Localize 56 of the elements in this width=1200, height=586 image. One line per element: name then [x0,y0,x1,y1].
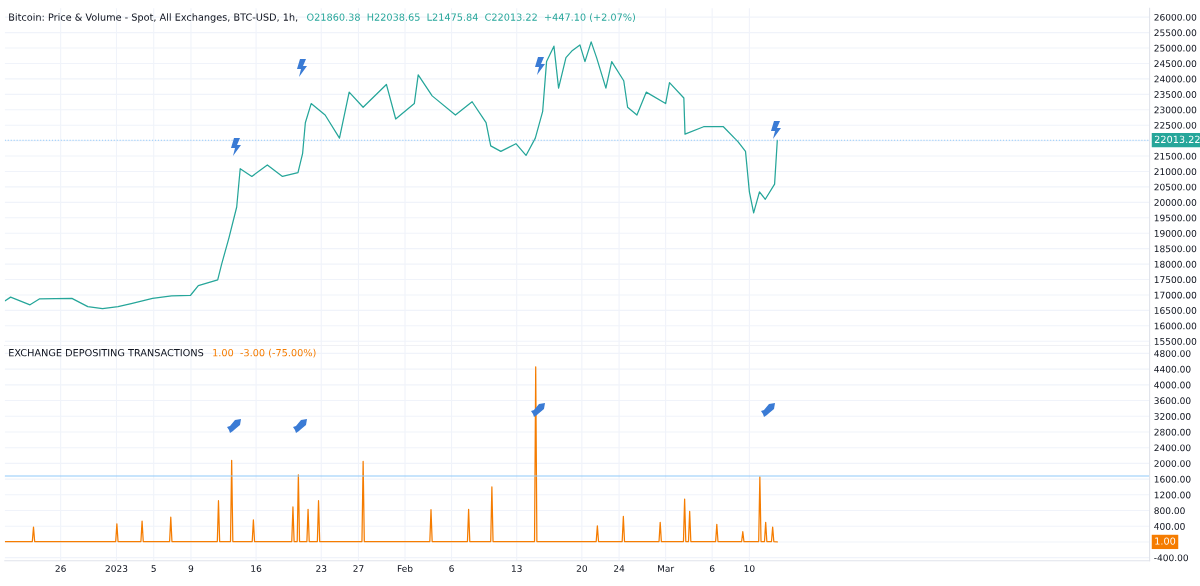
y-tick-label: 2400.00 [1154,444,1191,452]
y-tick-label: 18500.00 [1154,245,1197,253]
y-tick-label: 25000.00 [1154,44,1197,52]
y-tick-label: 800.00 [1154,507,1185,515]
y-tick-label: 4000.00 [1154,381,1191,389]
y-tick-label: 21000.00 [1154,168,1197,176]
y-tick-label: 3200.00 [1154,413,1191,420]
y-tick-label: 4800.00 [1154,350,1191,357]
y-tick-label: 21500.00 [1154,152,1197,160]
chart-title: EXCHANGE DEPOSITING TRANSACTIONS [9,348,204,357]
chart-subtitle: O21860.38 H22038.65 L21475.84 C22013.22 +447.10 (+2.07%) [307,13,635,22]
x-tick-label: Mar [657,565,675,572]
x-tick-label: 13 [511,565,522,572]
chart-subtitle: 1.00 -3.00 (-75.00%) [213,348,316,358]
ref-line-label: 22013.22 [1154,135,1200,144]
y-tick-label: 3600.00 [1154,397,1191,405]
y-tick-label: 23500.00 [1154,91,1197,98]
x-tick-label: Feb [397,564,413,572]
y-tick-label: 22500.00 [1154,121,1197,129]
y-tick-label: 17000.00 [1154,291,1197,299]
y-tick-label: 17500.00 [1154,276,1197,284]
x-tick-label: 6 [709,565,715,572]
y-tick-label: 20000.00 [1154,199,1197,206]
y-tick-label: 19000.00 [1154,229,1197,237]
y-tick-label: 25500.00 [1154,29,1197,37]
x-tick-label: 2023 [105,565,128,572]
y-tick-label: 19500.00 [1154,214,1197,222]
y-tick-label: 400.00 [1154,522,1185,530]
y-tick-label: 16000.00 [1154,322,1197,330]
x-tick-label: 9 [188,565,194,572]
y-tick-label: 24500.00 [1154,60,1197,68]
x-tick-label: 23 [316,565,327,572]
y-tick-label: 4400.00 [1154,365,1191,373]
x-tick-label: 16 [251,565,262,572]
y-tick-label: 18000.00 [1154,260,1197,268]
y-tick-label: 1200.00 [1154,491,1191,499]
x-tick-label: 20 [576,565,587,572]
y-tick-label: -400.00 [1154,554,1189,562]
line-series [4,366,778,543]
x-tick-label: 6 [449,565,454,572]
annotation: 1.00 [1155,537,1176,545]
x-tick-label: 24 [614,565,625,572]
y-tick-label: 16500.00 [1154,307,1197,314]
y-tick-label: 24000.00 [1154,75,1197,83]
y-tick-label: 23000.00 [1154,106,1197,114]
x-tick-label: 27 [353,565,364,572]
text: Bitcoin: Price & Volume - Spot, All Exchanges, BTC-USD, 1h, [9,13,298,23]
x-tick-label: 10 [744,565,755,572]
y-tick-label: 1600.00 [1154,475,1191,483]
x-tick-label: 5 [151,565,156,572]
y-tick-label: 2800.00 [1154,428,1191,436]
y-tick-label: 20500.00 [1154,183,1197,191]
y-tick-label: 26000.00 [1154,13,1197,21]
x-tick-label: 26 [55,565,66,572]
y-tick-label: 15500.00 [1154,337,1197,345]
y-tick-label: 2000.00 [1154,460,1191,467]
